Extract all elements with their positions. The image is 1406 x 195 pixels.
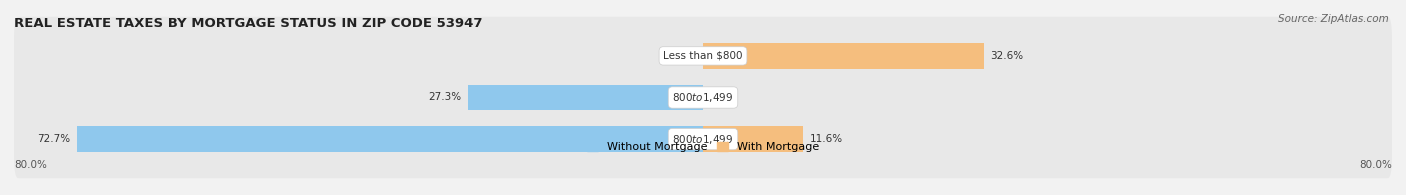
Text: $800 to $1,499: $800 to $1,499 [672,133,734,146]
FancyBboxPatch shape [14,17,1392,95]
FancyBboxPatch shape [14,58,1392,137]
Bar [703,126,803,152]
FancyBboxPatch shape [14,100,1392,178]
Bar [77,126,703,152]
Text: 11.6%: 11.6% [810,134,844,144]
Bar [703,43,984,69]
Text: $800 to $1,499: $800 to $1,499 [672,91,734,104]
Text: 80.0%: 80.0% [1360,160,1392,170]
Text: REAL ESTATE TAXES BY MORTGAGE STATUS IN ZIP CODE 53947: REAL ESTATE TAXES BY MORTGAGE STATUS IN … [14,17,482,30]
Bar [468,85,703,110]
Text: 0.0%: 0.0% [669,51,696,61]
Text: 32.6%: 32.6% [991,51,1024,61]
Text: Source: ZipAtlas.com: Source: ZipAtlas.com [1278,14,1389,24]
Text: 72.7%: 72.7% [37,134,70,144]
Legend: Without Mortgage, With Mortgage: Without Mortgage, With Mortgage [582,137,824,157]
Text: 80.0%: 80.0% [14,160,46,170]
Text: 0.0%: 0.0% [710,92,737,103]
Text: Less than $800: Less than $800 [664,51,742,61]
Text: 27.3%: 27.3% [427,92,461,103]
